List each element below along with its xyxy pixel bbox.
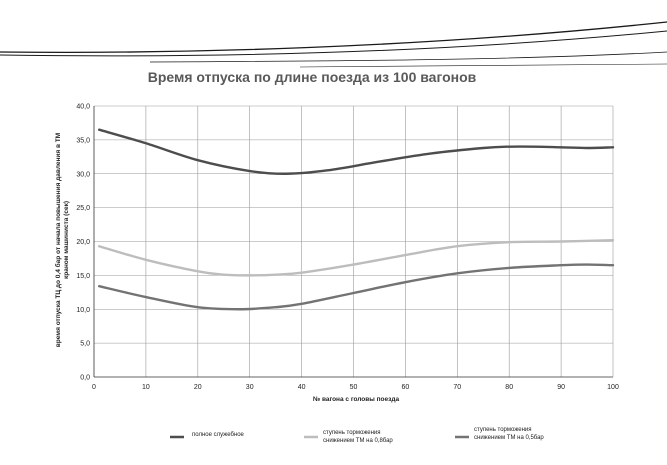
legend-item-2: ступень торможения снижением ТМ на 0,8ба… [304, 430, 393, 444]
series-line-1 [97, 128, 615, 175]
x-tick-label: 90 [557, 384, 565, 391]
y-tick-labels: 0,0 5,0 10,0 15,0 20,0 25,0 30,0 35,0 40,0 [76, 104, 90, 382]
legend-label-3-line-1: ступень торможения [474, 427, 532, 433]
legend-item-1: полное служебное [170, 432, 245, 439]
legend-label-1: полное служебное [192, 432, 245, 438]
y-tick-label: 10,0 [76, 307, 90, 314]
x-tick-label: 60 [402, 384, 410, 391]
x-tick-label: 30 [246, 384, 254, 391]
legend: полное служебное ступень торможения сниж… [170, 427, 544, 444]
x-axis-label: № вагона с головы поезда [313, 396, 400, 403]
y-axis-label: время отпуска ТЦ до 0,4 бар от начала по… [54, 133, 70, 347]
y-tick-label: 40,0 [76, 104, 90, 111]
y-tick-label: 30,0 [76, 171, 90, 178]
x-tick-label: 50 [350, 384, 358, 391]
x-tick-label: 80 [505, 384, 513, 391]
x-tick-label: 100 [607, 384, 619, 391]
legend-label-2-line-1: ступень торможения [323, 430, 381, 436]
x-tick-label: 40 [298, 384, 306, 391]
legend-label-3-line-2: снижением ТМ на 0,5бар [474, 435, 544, 441]
y-tick-label: 25,0 [76, 205, 90, 212]
legend-label-2-line-2: снижением ТМ на 0,8бар [323, 438, 393, 444]
y-tick-label: 0,0 [80, 375, 90, 382]
y-tick-label: 35,0 [76, 137, 90, 144]
series-line-3 [97, 263, 615, 311]
y-axis-label-line-1: время отпуска ТЦ до 0,4 бар от начала по… [54, 133, 62, 347]
series-lines [97, 128, 615, 311]
x-tick-label: 10 [142, 384, 150, 391]
header-swoosh-decoration [0, 21, 667, 68]
y-axis-label-line-2: краном машиниста (сек) [63, 201, 70, 279]
plot-area: 0 10 20 30 40 50 60 70 80 90 100 0,0 5,0 10,0 15,0 20,… [76, 104, 619, 392]
y-tick-label: 20,0 [76, 239, 90, 246]
y-tick-label: 5,0 [80, 341, 90, 348]
series-line-2 [97, 238, 615, 277]
axes [93, 106, 614, 378]
x-tick-label: 20 [194, 384, 202, 391]
legend-item-3: ступень торможения снижением ТМ на 0,5ба… [455, 427, 544, 441]
x-tick-labels: 0 10 20 30 40 50 60 70 80 90 100 [92, 384, 619, 391]
x-tick-label: 0 [92, 384, 96, 391]
y-tick-label: 15,0 [76, 273, 90, 280]
chart-title: Время отпуска по длине поезда из 100 ваг… [148, 69, 477, 85]
x-tick-label: 70 [453, 384, 461, 391]
